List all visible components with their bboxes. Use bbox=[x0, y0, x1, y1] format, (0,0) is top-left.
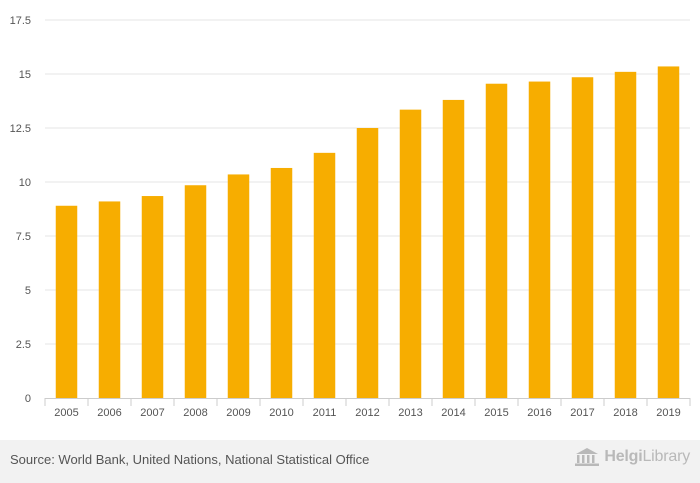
bar bbox=[528, 81, 551, 398]
x-tick-label: 2012 bbox=[355, 407, 379, 419]
bar bbox=[571, 77, 594, 399]
library-building-icon bbox=[575, 448, 600, 466]
bar bbox=[657, 66, 680, 398]
x-tick-label: 2005 bbox=[54, 407, 78, 419]
x-tick-label: 2006 bbox=[97, 407, 121, 419]
bar bbox=[98, 201, 121, 398]
x-tick-label: 2007 bbox=[140, 407, 164, 419]
x-tick-label: 2019 bbox=[656, 407, 680, 419]
x-tick-label: 2014 bbox=[441, 407, 465, 419]
y-tick-label: 7.5 bbox=[16, 231, 31, 243]
bar bbox=[356, 128, 379, 398]
y-tick-label: 0 bbox=[25, 393, 31, 405]
bar bbox=[614, 71, 637, 398]
bar bbox=[442, 99, 465, 399]
y-tick-label: 5 bbox=[25, 285, 31, 297]
x-tick-label: 2013 bbox=[398, 407, 422, 419]
y-tick-label: 15 bbox=[19, 69, 31, 81]
logo-text: HelgiLibrary bbox=[604, 448, 690, 466]
y-tick-label: 10 bbox=[19, 177, 31, 189]
y-tick-label: 2.5 bbox=[16, 339, 31, 351]
bar bbox=[55, 205, 78, 398]
bar bbox=[313, 152, 336, 398]
x-tick-label: 2018 bbox=[613, 407, 637, 419]
bar bbox=[227, 174, 250, 398]
x-tick-label: 2015 bbox=[484, 407, 508, 419]
x-tick-label: 2016 bbox=[527, 407, 551, 419]
bar bbox=[184, 185, 207, 398]
bar-chart: 0 2.5 5 7.5 10 12.5 15 17.5 2005 2006 2007 2008 2009… bbox=[10, 15, 691, 419]
logo-text-rest: Library bbox=[642, 448, 690, 465]
bar bbox=[399, 109, 422, 398]
x-tick-label: 2009 bbox=[226, 407, 250, 419]
bar bbox=[270, 167, 293, 398]
x-tick-label: 2008 bbox=[183, 407, 207, 419]
y-tick-label: 17.5 bbox=[10, 15, 31, 27]
x-tick-label: 2011 bbox=[313, 407, 337, 419]
x-tick-label: 2017 bbox=[570, 407, 594, 419]
logo-text-bold: Helgi bbox=[604, 448, 643, 465]
source-note: Source: World Bank, United Nations, Nati… bbox=[10, 452, 370, 467]
helgi-library-logo[interactable]: HelgiLibrary bbox=[574, 447, 690, 467]
bar bbox=[141, 196, 164, 398]
y-tick-label: 12.5 bbox=[10, 123, 31, 135]
x-tick-label: 2010 bbox=[269, 407, 293, 419]
bar bbox=[485, 83, 508, 398]
